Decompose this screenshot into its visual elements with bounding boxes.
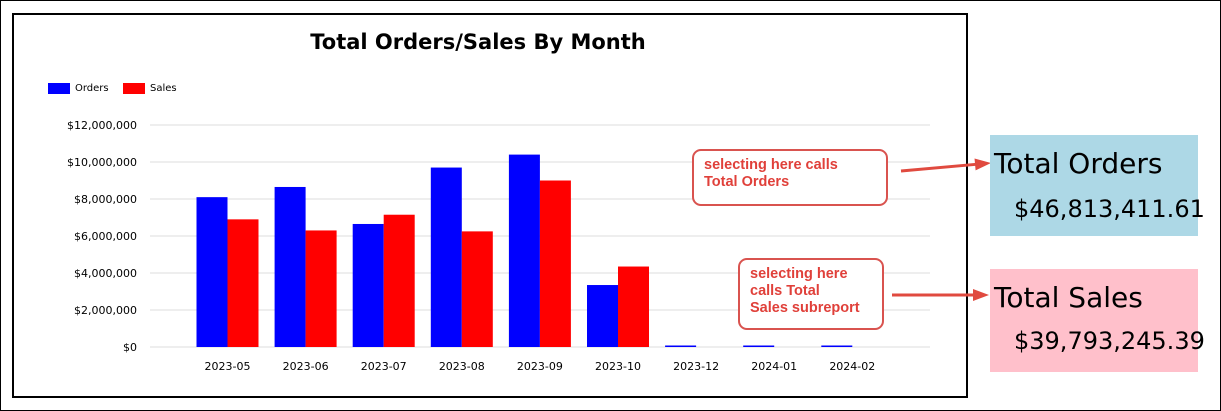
x-tick-label: 2023-07 [361, 360, 407, 373]
callout-sales: selecting here calls Total Sales subrepo… [738, 258, 884, 330]
total-sales-box[interactable]: Total Sales $39,793,245.39 [990, 269, 1205, 372]
bar-sales-2023-05[interactable] [227, 219, 259, 347]
total-orders-box[interactable]: Total Orders $46,813,411.61 [990, 135, 1205, 236]
callout-sales-line-3: Sales subreport [750, 300, 860, 316]
bar-sales-2023-09[interactable] [539, 180, 571, 348]
bar-sales-2023-10[interactable] [618, 266, 649, 347]
y-tick-label: $0 [123, 341, 137, 354]
total-orders-title: Total Orders [994, 147, 1163, 180]
legend-label-sales: Sales [150, 82, 177, 94]
callout-sales-line-1: selecting here [750, 266, 848, 282]
total-sales-value: $39,793,245.39 [1014, 327, 1205, 355]
legend-swatch-orders [48, 82, 70, 94]
arrow-to-total-sales [892, 289, 989, 301]
y-tick-label: $12,000,000 [67, 119, 137, 132]
callout-orders-line-1: selecting here calls [704, 157, 838, 173]
y-tick-label: $8,000,000 [74, 193, 137, 206]
arrow-to-total-orders [900, 158, 991, 173]
callout-sales-line-2: calls Total [750, 283, 820, 299]
bar-sales-2023-06[interactable] [305, 230, 337, 347]
bar-sales-2023-08[interactable] [461, 231, 493, 347]
bar-orders-2023-05[interactable] [196, 197, 228, 347]
y-tick-label: $4,000,000 [74, 267, 137, 280]
bar-orders-2023-06[interactable] [274, 186, 306, 347]
bar-sales-2023-07[interactable] [383, 214, 415, 347]
legend-label-orders: Orders [75, 82, 109, 94]
total-orders-value: $46,813,411.61 [1014, 195, 1205, 223]
y-tick-label: $2,000,000 [74, 304, 137, 317]
callout-orders-line-2: Total Orders [704, 174, 790, 190]
y-tick-label: $6,000,000 [74, 230, 137, 243]
bar-orders-2024-01[interactable] [743, 345, 775, 348]
bar-orders-2023-10[interactable] [587, 285, 618, 347]
bar-orders-2023-12[interactable] [665, 345, 697, 348]
x-tick-label: 2024-02 [829, 360, 875, 373]
legend-item-sales[interactable]: Sales [123, 82, 177, 94]
x-tick-label: 2023-10 [595, 360, 641, 373]
x-tick-label: 2024-01 [751, 360, 797, 373]
bar-orders-2023-08[interactable] [430, 167, 462, 347]
callout-orders: selecting here calls Total Orders [692, 149, 888, 206]
x-tick-label: 2023-06 [283, 360, 329, 373]
x-tick-label: 2023-12 [673, 360, 719, 373]
chart-title: Total Orders/Sales By Month [310, 30, 646, 54]
x-tick-label: 2023-09 [517, 360, 563, 373]
bar-orders-2023-09[interactable] [508, 154, 540, 347]
legend-item-orders[interactable]: Orders [48, 82, 109, 94]
legend-swatch-sales [123, 82, 145, 94]
total-sales-title: Total Sales [994, 281, 1143, 314]
x-tick-label: 2023-05 [205, 360, 251, 373]
bar-orders-2024-02[interactable] [821, 345, 853, 348]
x-tick-label: 2023-08 [439, 360, 485, 373]
y-tick-label: $10,000,000 [67, 156, 137, 169]
bar-orders-2023-07[interactable] [352, 223, 384, 347]
